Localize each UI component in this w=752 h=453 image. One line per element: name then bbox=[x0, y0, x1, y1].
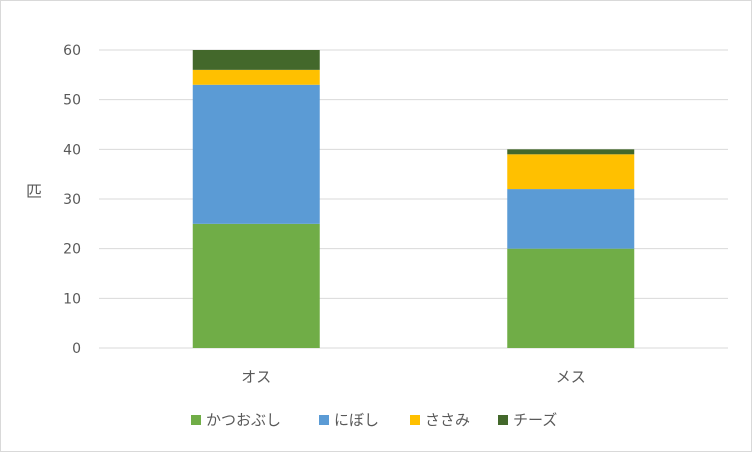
bar-segment bbox=[507, 154, 635, 190]
legend-label: かつおぶし bbox=[206, 411, 281, 429]
x-category-label: メス bbox=[556, 368, 586, 386]
legend: かつおぶし にぼし ささみ チーズ bbox=[191, 411, 557, 429]
y-tick-label: 30 bbox=[63, 192, 81, 208]
bar-segment bbox=[192, 223, 320, 348]
bar-segment bbox=[507, 149, 635, 155]
y-tick-label: 10 bbox=[63, 291, 81, 307]
bar-segment bbox=[192, 50, 320, 70]
bar-segment bbox=[192, 84, 320, 224]
legend-label: にぼし bbox=[334, 411, 379, 429]
bar-segment bbox=[507, 189, 635, 249]
legend-label: ささみ bbox=[425, 411, 470, 429]
y-tick-label: 40 bbox=[63, 142, 81, 158]
legend-swatch bbox=[498, 415, 508, 425]
x-category-label: オス bbox=[241, 368, 271, 386]
y-tick-label: 0 bbox=[72, 341, 81, 357]
y-axis-ticks: 0 10 20 30 40 50 60 bbox=[63, 43, 81, 357]
bar-segment bbox=[507, 248, 635, 348]
y-tick-label: 20 bbox=[63, 242, 81, 258]
legend-swatch bbox=[410, 415, 420, 425]
legend-label: チーズ bbox=[513, 411, 557, 429]
y-tick-label: 60 bbox=[63, 43, 81, 59]
legend-swatch bbox=[191, 415, 201, 425]
bar-segment bbox=[192, 69, 320, 85]
legend-swatch bbox=[319, 415, 329, 425]
y-axis-label: 匹 bbox=[26, 182, 42, 201]
y-tick-label: 50 bbox=[63, 93, 81, 109]
bars bbox=[192, 50, 635, 348]
x-axis-categories: オス メス bbox=[241, 368, 586, 386]
